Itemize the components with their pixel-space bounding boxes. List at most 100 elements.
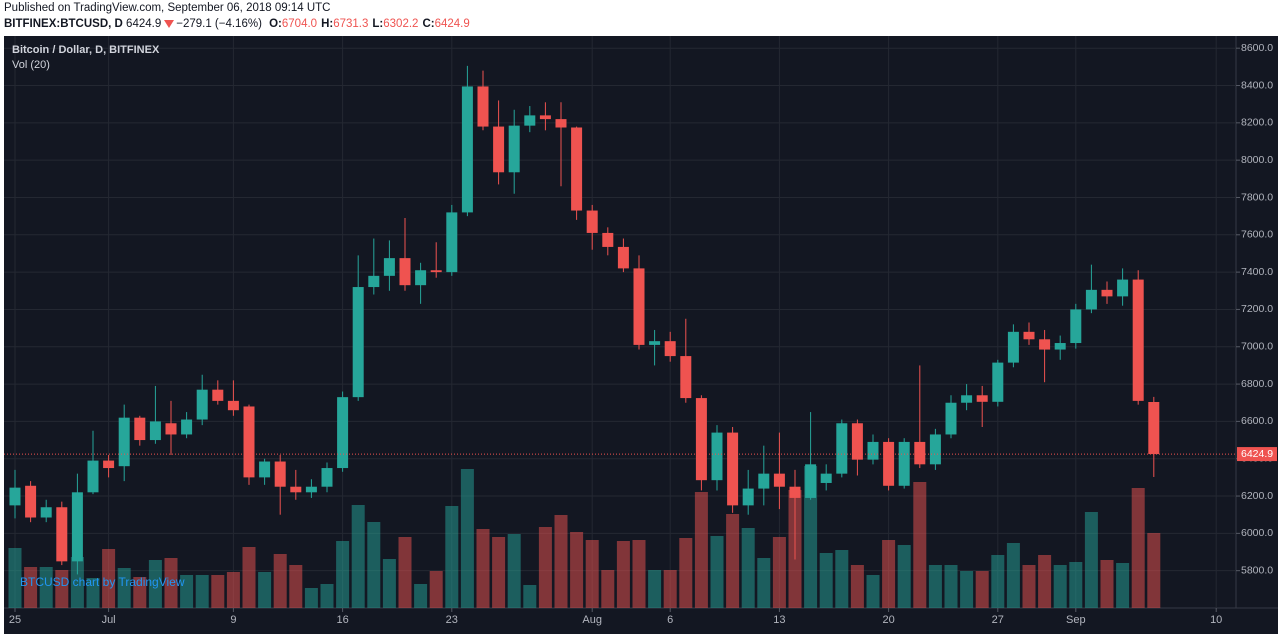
volume-bar	[1116, 563, 1130, 608]
volume-bar	[679, 538, 693, 608]
volume-bar	[1131, 488, 1145, 608]
volume-bar	[148, 560, 162, 608]
y-tick-label: 7400.0	[1241, 266, 1273, 278]
candle-body	[415, 270, 427, 286]
candle-body	[617, 246, 629, 269]
volume-bar	[133, 577, 147, 608]
candle-body	[399, 258, 411, 286]
volume-bar	[117, 568, 131, 608]
candle-body	[742, 488, 754, 506]
volume-bar	[8, 548, 22, 608]
chart-title: Bitcoin / Dollar, D, BITFINEX	[12, 44, 160, 56]
symbol-line: BITFINEX:BTCUSD, D 6424.9 −279.1 (−4.16%)…	[4, 18, 470, 30]
ohlc-key: C:	[422, 18, 435, 30]
volume-bar	[1069, 562, 1083, 608]
candle-body	[867, 441, 879, 460]
y-tick-label: 8400.0	[1241, 79, 1273, 91]
volume-bar	[1038, 555, 1052, 608]
volume-bar	[882, 540, 896, 608]
candle-body	[383, 258, 395, 276]
volume-bar	[226, 572, 240, 608]
volume-bar	[804, 466, 818, 608]
candle-body	[758, 473, 770, 489]
candle-body	[555, 119, 567, 128]
y-tick-label: 5800.0	[1241, 564, 1273, 576]
y-tick-label: 8600.0	[1241, 42, 1273, 54]
volume-bar	[320, 584, 334, 608]
volume-bar	[835, 550, 849, 608]
candle-body	[1132, 279, 1144, 401]
ohlc-value: 6424.9	[434, 18, 470, 30]
volume-bar	[289, 565, 303, 608]
candle-body	[539, 115, 551, 120]
volume-bar	[367, 522, 381, 608]
x-tick-label: 23	[446, 614, 458, 626]
candle-body	[25, 485, 37, 518]
candle-body	[118, 417, 130, 467]
candle-body	[1148, 401, 1160, 455]
x-tick-label: 25	[9, 614, 21, 626]
candle-body	[898, 441, 910, 486]
y-tick-label: 7200.0	[1241, 303, 1273, 315]
candle-body	[789, 486, 801, 498]
candle-body	[259, 461, 271, 478]
candle-body	[976, 395, 988, 402]
candle-body	[805, 464, 817, 498]
published-line: Published on TradingView.com, September …	[4, 2, 331, 14]
volume-bar	[850, 565, 864, 608]
candle-body	[1101, 289, 1113, 297]
x-tick-label: 6	[667, 614, 673, 626]
symbol: BITFINEX:BTCUSD, D	[4, 18, 123, 30]
y-tick-label: 6000.0	[1241, 527, 1273, 539]
candle-body	[56, 507, 68, 562]
candle-body	[274, 461, 286, 487]
volume-bar	[632, 540, 646, 608]
volume-bar	[55, 570, 69, 608]
volume-bar	[991, 555, 1005, 608]
down-arrow	[164, 20, 175, 28]
candle-body	[602, 232, 614, 247]
volume-bar	[601, 570, 615, 608]
volume-bar	[336, 541, 350, 608]
volume-pane	[8, 466, 1161, 608]
volume-bar	[1147, 533, 1161, 608]
y-tick-label: 6800.0	[1241, 378, 1273, 390]
candle-body	[695, 398, 707, 481]
candle-body	[352, 287, 364, 398]
volume-bar	[429, 571, 443, 608]
last-price: 6424.9	[126, 18, 162, 30]
candle-body	[493, 126, 505, 173]
candle-body	[9, 487, 21, 506]
volume-bar	[726, 514, 740, 608]
volume-bar	[258, 572, 272, 608]
candle-body	[337, 397, 349, 469]
volume-bar	[70, 557, 84, 608]
volume-bar	[570, 532, 584, 608]
candle-body	[1023, 331, 1035, 340]
candle-body	[945, 402, 957, 435]
volume-bar	[1022, 565, 1036, 608]
volume-bar	[242, 547, 256, 608]
volume-bar	[460, 469, 474, 608]
candle-body	[446, 212, 458, 273]
ohlc-value: 6302.2	[383, 18, 419, 30]
volume-bar	[710, 536, 724, 608]
candle-body	[165, 423, 177, 435]
volume-bar	[492, 537, 506, 608]
volume-bar	[523, 585, 537, 608]
volume-bar	[351, 505, 365, 608]
axes: 5800.06000.06200.06400.06600.06800.07000…	[9, 42, 1277, 626]
candle-body	[1117, 279, 1129, 297]
volume-bar	[694, 492, 708, 608]
y-tick-label: 8200.0	[1241, 117, 1273, 129]
x-tick-label: 27	[992, 614, 1004, 626]
candle-body	[430, 270, 442, 273]
ohlc-value: 6704.0	[281, 18, 318, 30]
header: Published on TradingView.com, September …	[4, 0, 1274, 36]
volume-bar	[507, 534, 521, 608]
volume-bar	[86, 578, 100, 608]
candle-body	[87, 460, 99, 493]
volume-bar	[819, 553, 833, 608]
volume-bar	[180, 575, 194, 608]
